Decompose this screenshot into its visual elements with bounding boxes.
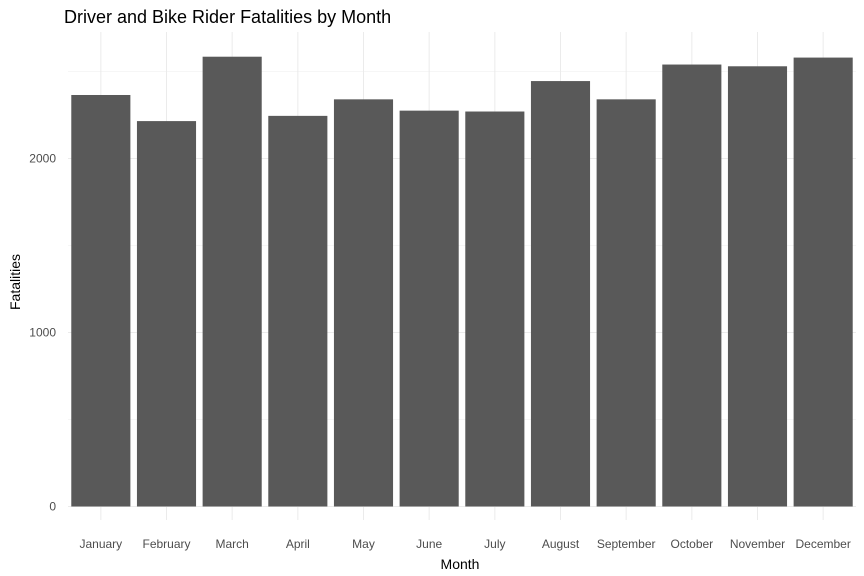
- x-tick-label: March: [215, 537, 248, 551]
- bar-may: [334, 99, 393, 506]
- bar-march: [203, 57, 262, 507]
- y-tick-label: 2000: [29, 152, 56, 166]
- x-tick-label: September: [597, 537, 656, 551]
- x-tick-label: June: [416, 537, 442, 551]
- x-tick-label: December: [795, 537, 850, 551]
- x-tick-label: May: [352, 537, 375, 551]
- bar-august: [531, 81, 590, 506]
- x-axis-title: Month: [441, 556, 480, 572]
- y-axis-tick-labels: 0 1000 2000: [29, 152, 56, 514]
- chart-title: Driver and Bike Rider Fatalities by Mont…: [64, 7, 391, 27]
- bar-september: [597, 99, 656, 506]
- y-tick-label: 0: [49, 500, 56, 514]
- bar-june: [400, 111, 459, 507]
- bar-october: [662, 65, 721, 507]
- x-tick-label: February: [142, 537, 190, 551]
- x-tick-label: October: [670, 537, 713, 551]
- x-tick-label: August: [542, 537, 580, 551]
- y-tick-label: 1000: [29, 326, 56, 340]
- bar-february: [137, 121, 196, 506]
- bar-january: [71, 95, 130, 507]
- y-axis-title: Fatalities: [7, 254, 23, 310]
- x-tick-label: April: [286, 537, 310, 551]
- x-tick-label: July: [484, 537, 505, 551]
- bar-december: [794, 58, 853, 507]
- bar-series: [71, 57, 852, 507]
- bar-november: [728, 66, 787, 506]
- bar-april: [268, 116, 327, 507]
- x-tick-label: November: [730, 537, 785, 551]
- x-axis-tick-labels: January February March April May June July Augu…: [79, 537, 850, 551]
- bar-july: [465, 112, 524, 507]
- x-tick-label: January: [79, 537, 122, 551]
